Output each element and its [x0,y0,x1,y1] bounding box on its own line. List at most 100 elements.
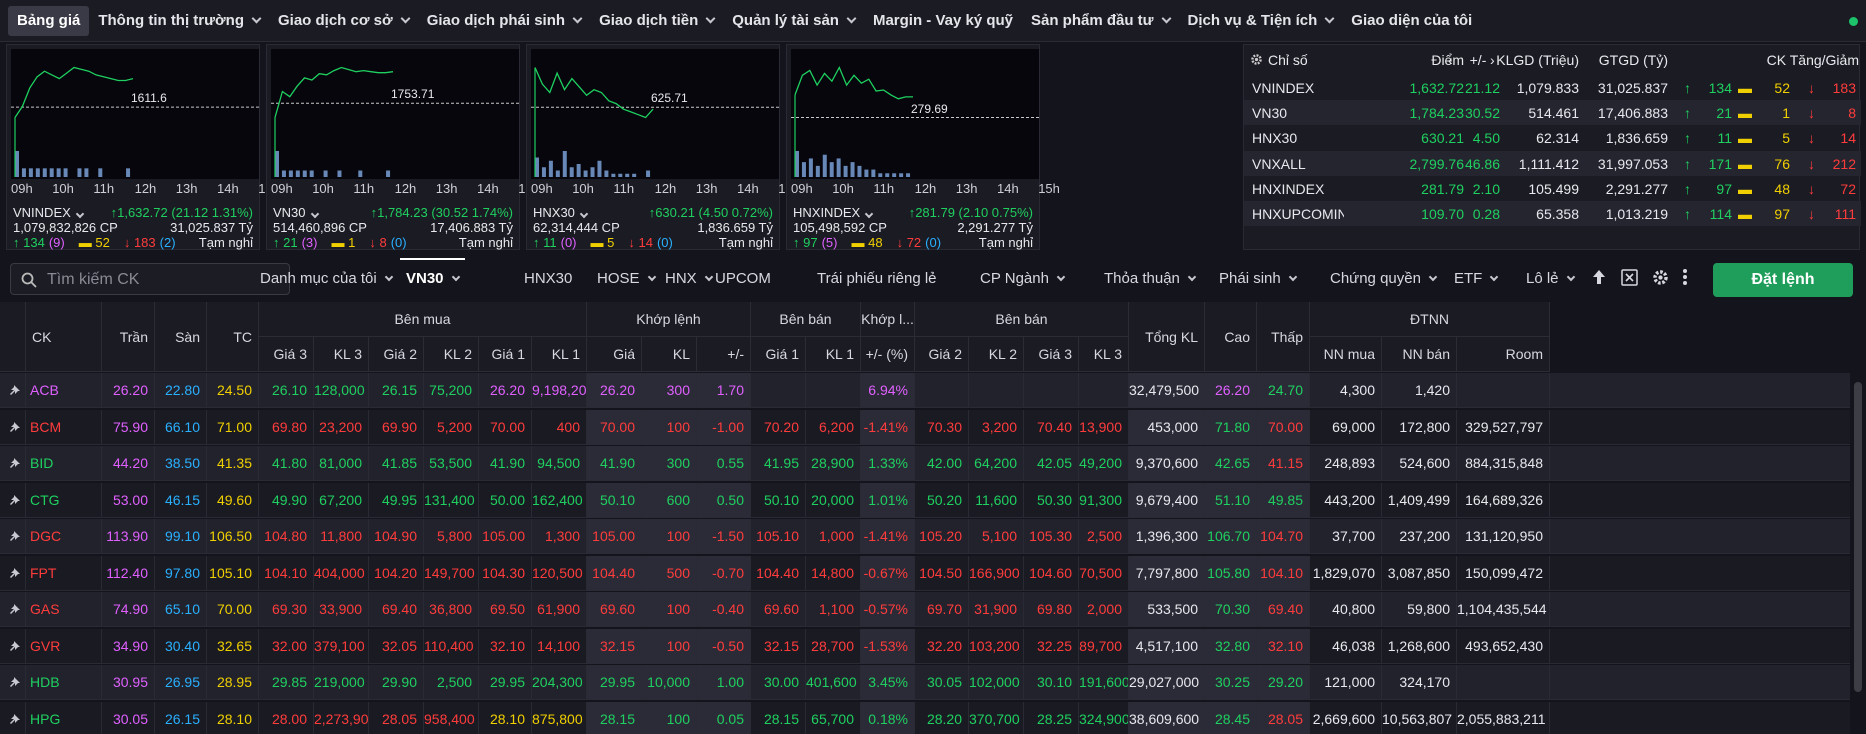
settings-gear-icon[interactable] [1250,53,1263,69]
column-header-mp[interactable]: Giá [587,337,642,372]
pin-cell[interactable] [0,628,26,664]
pin-cell[interactable] [0,701,26,734]
nav-item-0[interactable]: Bảng giá [8,5,90,36]
pin-icon[interactable] [10,458,20,468]
table-row[interactable]: BCM 75.90 66.10 71.00 69.80 23,200 69.90 5,200 7… [0,409,1850,445]
cell-sym[interactable]: HPG [26,701,102,734]
market-tab-4[interactable]: HNX [665,270,713,287]
index-panel-hnx30[interactable]: 625.7109h10h11h12h13h14h15hHNX30↑630.21 … [526,44,800,250]
pin-cell[interactable] [0,519,26,554]
pin-cell[interactable] [0,373,26,408]
index-panel-vn30[interactable]: 1753.7109h10h11h12h13h14h15hVN30↑1,784.2… [266,44,540,250]
table-row[interactable]: GVR 34.90 30.40 32.65 32.00 379,100 32.05 110,4… [0,628,1850,664]
cell-sym[interactable]: BID [26,446,102,481]
market-tab-2[interactable]: HNX30 [524,270,572,287]
place-order-button[interactable]: Đặt lệnh [1713,263,1853,297]
cell-sym[interactable]: DGC [26,519,102,554]
nav-item-1[interactable]: Thông tin thị trường [89,6,269,36]
summary-header-next-icon[interactable]: › [1490,52,1495,68]
nav-item-6[interactable]: Margin - Vay ký quỹ [864,6,1022,36]
summary-header-prev-icon[interactable]: ‹ [1448,52,1453,68]
nav-item-7[interactable]: Sản phẩm đầu tư [1022,6,1179,36]
index-panel-vnindex[interactable]: 1611.609h10h11h12h13h14h15hVNINDEX↑1,632… [6,44,280,250]
column-header-pct[interactable]: +/- (%) [861,337,915,372]
market-tab-10[interactable]: Chứng quyền [1330,270,1438,287]
nav-item-9[interactable]: Giao diện của tôi [1342,6,1481,36]
pin-icon[interactable] [10,640,20,651]
column-header-mv[interactable]: KL [642,337,697,372]
column-header-lo[interactable]: Thấp [1257,302,1310,372]
column-header-b3[interactable]: Giá 3 [259,337,314,372]
column-header-ceil[interactable]: Trần [102,302,155,372]
pin-cell[interactable] [0,592,26,627]
summary-row-vn30[interactable]: VN30 1,784.23 30.52 514.461 17,406.883 21 ↑ ▬ 1 ↓… [1244,100,1861,126]
market-tab-6[interactable]: Trái phiếu riêng lẻ [817,270,937,287]
index-name-selector[interactable]: HNX30 [533,205,589,220]
column-header-sv2[interactable]: KL 2 [969,337,1024,372]
column-header-bv3[interactable]: KL 3 [314,337,369,372]
column-header-ref[interactable]: TC [207,302,259,372]
column-header-nnb[interactable]: NN mua [1310,337,1382,372]
board-scrollbar-thumb[interactable] [1854,382,1862,692]
table-row[interactable]: CTG 53.00 46.15 49.60 49.90 67,200 49.95 131,40… [0,482,1850,518]
index-panel-hnxindex[interactable]: 279.69 09h 10h 11h 12h 13h 14h 15h HNXINDEX ↑281.… [786,44,1060,250]
market-tab-11[interactable]: ETF [1454,270,1499,287]
cell-sym[interactable]: GAS [26,592,102,627]
cell-sym[interactable]: BCM [26,409,102,445]
nav-item-8[interactable]: Dịch vụ & Tiện ích [1179,6,1343,36]
column-header-bv2[interactable]: KL 2 [424,337,479,372]
cell-sym[interactable]: ACB [26,373,102,408]
market-tab-1[interactable]: VN30 [400,258,465,287]
pin-icon[interactable] [10,494,20,505]
pin-cell[interactable] [0,482,26,518]
nav-item-3[interactable]: Giao dịch phái sinh [418,6,590,36]
stock-search-box[interactable] [10,263,290,295]
column-header-sv1[interactable]: KL 1 [806,337,861,372]
table-row[interactable]: HDB 30.95 26.95 28.95 29.85 219,000 29.90 2,500… [0,665,1850,700]
cell-sym[interactable]: HDB [26,665,102,700]
table-row[interactable]: FPT 112.40 97.80 105.10 104.10 404,000 104.20 1… [0,555,1850,591]
table-row[interactable]: BID 44.20 38.50 41.35 41.80 81,000 41.85 53,500… [0,446,1850,481]
column-header-sv3[interactable]: KL 3 [1079,337,1129,372]
pin-icon[interactable] [10,567,20,578]
board-scrollbar[interactable] [1852,382,1864,734]
column-header-b1[interactable]: Giá 1 [479,337,532,372]
column-header-bv1[interactable]: KL 1 [532,337,587,372]
column-header-s2[interactable]: Giá 2 [915,337,969,372]
summary-row-vnxall[interactable]: VNXALL 2,799.76 46.86 1,111.412 31,997.053 17… [1244,150,1861,176]
pin-icon[interactable] [10,677,20,687]
more-menu-icon[interactable] [1682,268,1688,286]
excel-export-icon[interactable] [1621,269,1638,286]
pin-cell[interactable] [0,446,26,481]
nav-item-2[interactable]: Giao dịch cơ sở [269,6,418,36]
pin-cell[interactable] [0,555,26,591]
market-tab-8[interactable]: Thỏa thuận [1104,270,1197,287]
column-header-tot[interactable]: Tổng KL [1129,302,1205,372]
summary-row-vnindex[interactable]: VNINDEX 1,632.72 21.12 1,079.833 31,025.837 1… [1244,75,1861,100]
pin-cell[interactable] [0,409,26,445]
column-header-s1[interactable]: Giá 1 [751,337,806,372]
pin-icon[interactable] [10,385,20,395]
scroll-top-icon[interactable] [1592,269,1606,285]
market-tab-0[interactable]: Danh mục của tôi [260,270,393,287]
settings-gear-icon[interactable] [1652,269,1669,286]
column-header-sym[interactable]: CK [26,302,102,372]
table-row[interactable]: DGC 113.90 99.10 106.50 104.80 11,800 104.90 5,… [0,519,1850,554]
nav-item-4[interactable]: Giao dịch tiền [590,6,723,36]
pin-icon[interactable] [10,421,20,432]
column-header-room[interactable]: Room [1457,337,1550,372]
pin-icon[interactable] [10,531,20,541]
table-row[interactable]: ACB 26.20 22.80 24.50 26.10 128,000 26.15 75,20… [0,373,1850,408]
cell-sym[interactable]: GVR [26,628,102,664]
index-name-selector[interactable]: HNXINDEX [793,205,874,220]
market-tab-9[interactable]: Phái sinh [1219,270,1297,287]
pin-cell[interactable] [0,665,26,700]
summary-row-hnx30[interactable]: HNX30 630.21 4.50 62.314 1,836.659 11 ↑ ▬ 5 ↓ 14 [1244,125,1861,150]
index-name-selector[interactable]: VNINDEX [13,205,85,220]
table-row[interactable]: GAS 74.90 65.10 70.00 69.30 33,900 69.40 36,800… [0,592,1850,627]
market-tab-7[interactable]: CP Ngành [980,270,1066,287]
column-header-mc[interactable]: +/- [697,337,751,372]
stock-search-input[interactable] [47,269,277,291]
column-header-nns[interactable]: NN bán [1382,337,1457,372]
summary-row-hnxupcomindex[interactable]: HNXUPCOMINDEX 109.70 0.28 65.358 1,013.219 11… [1244,201,1861,226]
